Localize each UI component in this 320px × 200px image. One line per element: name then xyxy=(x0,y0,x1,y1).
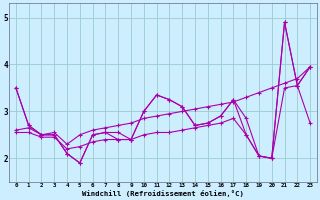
X-axis label: Windchill (Refroidissement éolien,°C): Windchill (Refroidissement éolien,°C) xyxy=(82,190,244,197)
